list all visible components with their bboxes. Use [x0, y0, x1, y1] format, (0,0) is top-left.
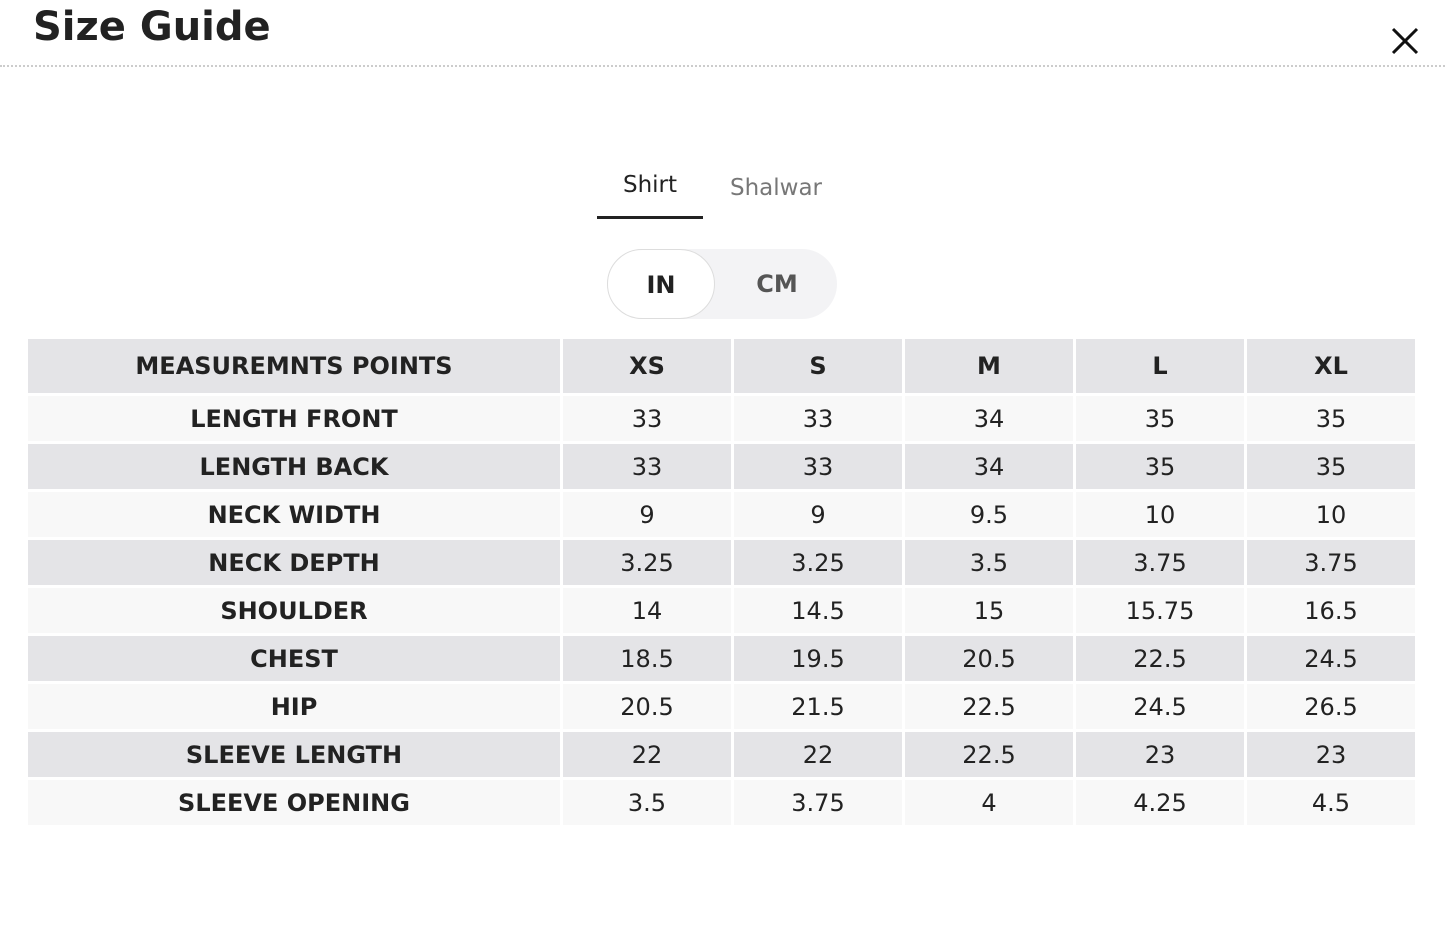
- measurement-value: 9: [563, 492, 731, 537]
- table-row: LENGTH BACK 33 33 34 35 35: [28, 444, 1415, 489]
- measurement-value: 15: [905, 588, 1073, 633]
- header-row: MEASUREMNTS POINTS XS S M L XL: [28, 339, 1415, 393]
- modal-title: Size Guide: [33, 4, 271, 50]
- measurement-value: 35: [1076, 396, 1244, 441]
- unit-toggle: IN CM: [607, 249, 837, 319]
- tab-bar: Shirt Shalwar: [597, 168, 849, 219]
- measurement-value: 10: [1247, 492, 1415, 537]
- measurement-value: 24.5: [1247, 636, 1415, 681]
- measurement-value: 22: [734, 732, 902, 777]
- measurement-value: 23: [1076, 732, 1244, 777]
- table-row: SLEEVE LENGTH 22 22 22.5 23 23: [28, 732, 1415, 777]
- measurement-value: 18.5: [563, 636, 731, 681]
- measurement-label: HIP: [28, 684, 560, 729]
- column-header: XL: [1247, 339, 1415, 393]
- measurement-label: LENGTH FRONT: [28, 396, 560, 441]
- close-button[interactable]: [1388, 24, 1422, 58]
- measurement-label: CHEST: [28, 636, 560, 681]
- column-header: M: [905, 339, 1073, 393]
- measurement-value: 34: [905, 396, 1073, 441]
- measurement-value: 4: [905, 780, 1073, 825]
- table-row: HIP 20.5 21.5 22.5 24.5 26.5: [28, 684, 1415, 729]
- measurement-value: 33: [734, 444, 902, 489]
- table-row: SLEEVE OPENING 3.5 3.75 4 4.25 4.5: [28, 780, 1415, 825]
- table-row: NECK DEPTH 3.25 3.25 3.5 3.75 3.75: [28, 540, 1415, 585]
- measurement-value: 33: [563, 444, 731, 489]
- measurement-value: 3.25: [734, 540, 902, 585]
- measurement-value: 23: [1247, 732, 1415, 777]
- measurement-value: 33: [734, 396, 902, 441]
- measurement-label: SLEEVE OPENING: [28, 780, 560, 825]
- measurement-label: LENGTH BACK: [28, 444, 560, 489]
- measurement-value: 19.5: [734, 636, 902, 681]
- measurement-value: 22.5: [905, 684, 1073, 729]
- measurement-value: 4.25: [1076, 780, 1244, 825]
- measurement-value: 3.75: [1247, 540, 1415, 585]
- measurement-value: 35: [1247, 396, 1415, 441]
- measurement-value: 10: [1076, 492, 1244, 537]
- measurement-value: 9: [734, 492, 902, 537]
- measurement-value: 3.5: [563, 780, 731, 825]
- measurement-value: 34: [905, 444, 1073, 489]
- tab[interactable]: Shalwar: [729, 175, 823, 201]
- measurement-value: 3.5: [905, 540, 1073, 585]
- measurement-value: 22.5: [905, 732, 1073, 777]
- measurement-value: 24.5: [1076, 684, 1244, 729]
- measurement-value: 9.5: [905, 492, 1073, 537]
- measurement-value: 33: [563, 396, 731, 441]
- measurement-value: 3.75: [1076, 540, 1244, 585]
- measurement-value: 35: [1247, 444, 1415, 489]
- measurement-value: 15.75: [1076, 588, 1244, 633]
- measurement-value: 20.5: [905, 636, 1073, 681]
- unit-option[interactable]: CM: [756, 270, 798, 298]
- measurement-value: 20.5: [563, 684, 731, 729]
- measurement-value: 3.75: [734, 780, 902, 825]
- column-header: S: [734, 339, 902, 393]
- close-icon: [1391, 27, 1419, 55]
- column-header: L: [1076, 339, 1244, 393]
- table-row: SHOULDER 14 14.5 15 15.75 16.5: [28, 588, 1415, 633]
- column-header: MEASUREMNTS POINTS: [28, 339, 560, 393]
- table-row: NECK WIDTH 9 9 9.5 10 10: [28, 492, 1415, 537]
- measurement-value: 21.5: [734, 684, 902, 729]
- table-row: CHEST 18.5 19.5 20.5 22.5 24.5: [28, 636, 1415, 681]
- measurement-label: SLEEVE LENGTH: [28, 732, 560, 777]
- table-row: LENGTH FRONT 33 33 34 35 35: [28, 396, 1415, 441]
- measurement-value: 14: [563, 588, 731, 633]
- measurement-value: 22.5: [1076, 636, 1244, 681]
- size-table: MEASUREMNTS POINTS XS S M L XL LENGTH FRONT 33 3…: [25, 336, 1418, 828]
- measurement-label: SHOULDER: [28, 588, 560, 633]
- measurement-value: 16.5: [1247, 588, 1415, 633]
- measurement-value: 14.5: [734, 588, 902, 633]
- measurement-value: 22: [563, 732, 731, 777]
- tab[interactable]: Shirt: [597, 168, 703, 219]
- measurement-value: 35: [1076, 444, 1244, 489]
- measurement-value: 4.5: [1247, 780, 1415, 825]
- measurement-label: NECK WIDTH: [28, 492, 560, 537]
- measurement-label: NECK DEPTH: [28, 540, 560, 585]
- column-header: XS: [563, 339, 731, 393]
- unit-option[interactable]: IN: [607, 249, 715, 319]
- measurement-value: 3.25: [563, 540, 731, 585]
- measurement-value: 26.5: [1247, 684, 1415, 729]
- header-divider: [0, 65, 1445, 67]
